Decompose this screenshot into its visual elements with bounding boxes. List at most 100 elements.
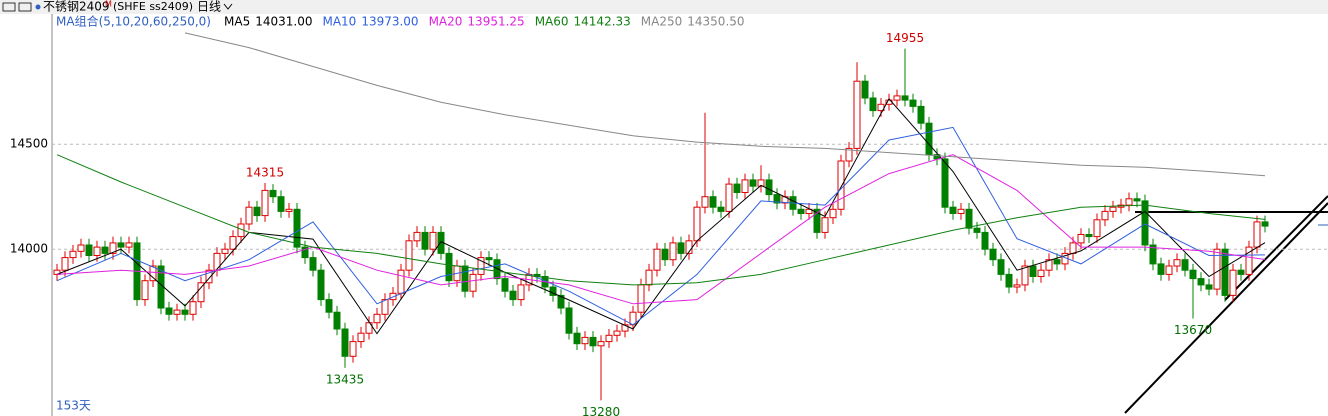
drawn-line[interactable]	[1224, 195, 1328, 301]
candle-body	[1093, 219, 1101, 238]
candle-body	[1197, 278, 1205, 286]
candle-body	[773, 194, 781, 204]
extreme-label: 14955	[886, 31, 924, 45]
candle-body	[845, 147, 853, 162]
candle-body	[1005, 273, 1013, 288]
candle-body	[165, 307, 173, 315]
candle-body	[893, 95, 901, 101]
candle-body	[829, 208, 837, 219]
candle-body	[637, 284, 645, 313]
candle-body	[965, 208, 973, 229]
candle-body	[301, 246, 309, 259]
candle-body	[861, 80, 869, 99]
candle-body	[1021, 265, 1029, 286]
candle-body	[1125, 198, 1133, 206]
candle-body	[821, 217, 829, 233]
candle-body	[805, 208, 813, 215]
candle-body	[653, 248, 661, 271]
candle-body	[485, 257, 493, 261]
candle-body	[1077, 234, 1085, 244]
candle-body	[197, 282, 205, 303]
candle-body	[717, 206, 725, 212]
candle-body	[973, 227, 981, 233]
candle-body	[341, 328, 349, 357]
candle-body	[1237, 269, 1245, 275]
extreme-label: 14315	[246, 166, 284, 180]
y-tick-label: 14500	[10, 137, 48, 151]
candle-body	[997, 259, 1005, 275]
candle-body	[565, 307, 573, 334]
drawn-line[interactable]	[1124, 202, 1328, 414]
candle-body	[1013, 284, 1021, 288]
candle-body	[85, 244, 93, 256]
candle-body	[413, 231, 421, 242]
candle-body	[917, 105, 925, 124]
candle-body	[397, 269, 405, 294]
candle-body	[317, 269, 325, 301]
candle-body	[109, 242, 117, 254]
candle-body	[1253, 221, 1261, 248]
candle-body	[765, 179, 773, 196]
legend-value: 14031.00	[255, 15, 312, 29]
legend-name: MA10	[322, 15, 356, 29]
legend-name: MA250	[641, 15, 682, 29]
candle-body	[477, 257, 485, 275]
candle-body	[405, 240, 413, 271]
legend-value: 13973.00	[361, 15, 418, 29]
candle-body	[813, 208, 821, 233]
candle-body	[253, 206, 261, 217]
candle-body	[117, 242, 125, 248]
extreme-label: 13435	[326, 372, 364, 386]
header-bar	[0, 0, 1328, 14]
extreme-label: 13280	[582, 405, 620, 416]
candle-body	[261, 189, 269, 217]
candle-body	[293, 208, 301, 248]
candle-body	[549, 286, 557, 296]
ma-line	[56, 154, 1266, 305]
candle-body	[797, 208, 805, 215]
candle-body	[357, 332, 365, 343]
candle-body	[69, 250, 77, 259]
candle-body	[517, 284, 525, 301]
title: 不锈钢2409	[43, 0, 110, 14]
candle-body	[725, 183, 733, 212]
candle-body	[709, 196, 717, 208]
candle-body	[557, 294, 565, 309]
candle-body	[365, 322, 373, 334]
candle-body	[757, 179, 765, 187]
candle-body	[173, 309, 181, 315]
candle-body	[77, 244, 85, 252]
candle-body	[957, 208, 965, 215]
candle-body	[701, 196, 709, 208]
candle-body	[101, 246, 109, 254]
candle-body	[373, 313, 381, 324]
candle-body	[1189, 269, 1197, 280]
candle-body	[1133, 198, 1141, 202]
candle-body	[749, 179, 757, 187]
candle-body	[245, 206, 253, 225]
candle-body	[469, 273, 477, 292]
candle-body	[125, 242, 133, 248]
candle-body	[325, 299, 333, 313]
candle-body	[53, 269, 61, 275]
dropdown-arrow[interactable]	[223, 3, 233, 10]
menu-icon[interactable]	[18, 2, 32, 12]
period[interactable]: 日线	[197, 0, 221, 14]
ma-line	[184, 32, 1266, 177]
candle-body	[989, 248, 997, 261]
candle-body	[445, 252, 453, 282]
candle-body	[677, 242, 685, 254]
candle-body	[1221, 248, 1229, 296]
ma-line	[56, 126, 1266, 326]
code: (SHFE ss2409)	[113, 0, 193, 13]
legend-value: 14350.50	[687, 15, 744, 29]
legend-name: MA5	[224, 15, 250, 29]
candle-body	[269, 189, 277, 198]
ma-line	[56, 97, 1266, 335]
menu-icon[interactable]	[2, 2, 16, 12]
candle-body	[205, 269, 213, 284]
candle-body	[1037, 269, 1045, 278]
candle-body	[381, 299, 389, 315]
